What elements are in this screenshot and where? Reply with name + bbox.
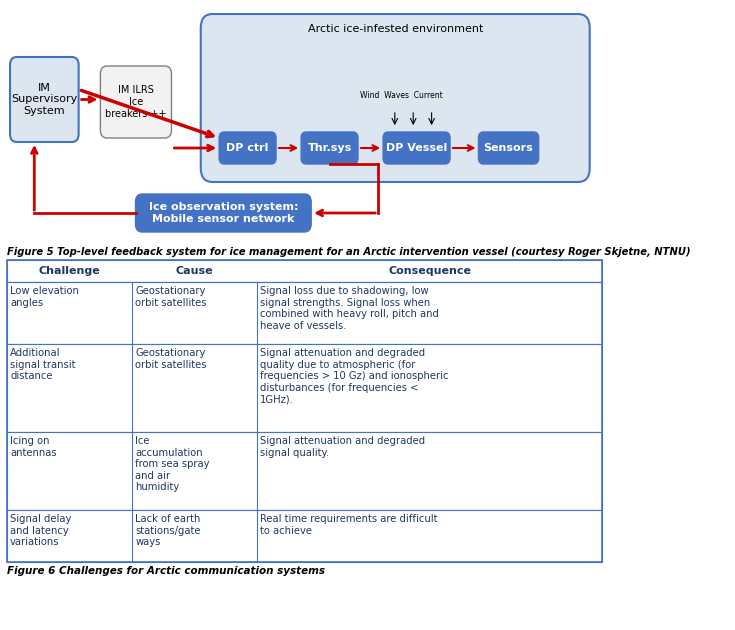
Text: Signal delay
and latency
variations: Signal delay and latency variations	[10, 514, 71, 547]
FancyBboxPatch shape	[478, 132, 539, 164]
Bar	[7, 510, 602, 562]
Bar	[7, 260, 602, 282]
Text: Signal attenuation and degraded
quality due to atmospheric (for
frequencies > 10: Signal attenuation and degraded quality …	[260, 348, 448, 404]
Bar	[7, 282, 602, 344]
FancyBboxPatch shape	[101, 66, 171, 138]
FancyBboxPatch shape	[10, 57, 79, 142]
Text: Icing on
antennas: Icing on antennas	[10, 436, 57, 457]
FancyBboxPatch shape	[383, 132, 450, 164]
Text: DP Vessel: DP Vessel	[386, 143, 447, 153]
Bar	[7, 344, 602, 432]
Text: Thr.sys: Thr.sys	[307, 143, 351, 153]
Text: Cause: Cause	[176, 266, 213, 276]
Text: Real time requirements are difficult
to achieve: Real time requirements are difficult to …	[260, 514, 437, 536]
FancyBboxPatch shape	[201, 14, 589, 182]
Text: Ice observation system:
Mobile sensor network: Ice observation system: Mobile sensor ne…	[148, 202, 298, 224]
FancyBboxPatch shape	[135, 194, 311, 232]
FancyBboxPatch shape	[219, 132, 276, 164]
Text: Figure 5 Top-level feedback system for ice management for an Arctic intervention: Figure 5 Top-level feedback system for i…	[7, 247, 690, 257]
Bar	[7, 432, 602, 510]
Text: IM
Supervisory
System: IM Supervisory System	[11, 83, 77, 116]
FancyBboxPatch shape	[301, 132, 358, 164]
Text: Ice
accumulation
from sea spray
and air
humidity: Ice accumulation from sea spray and air …	[135, 436, 209, 493]
Text: Wind  Waves  Current: Wind Waves Current	[360, 91, 443, 100]
Text: Figure 6 Challenges for Arctic communication systems: Figure 6 Challenges for Arctic communica…	[7, 566, 325, 576]
Text: IM ILRS
Ice
breakers ++: IM ILRS Ice breakers ++	[105, 86, 167, 118]
Text: Sensors: Sensors	[484, 143, 534, 153]
Text: Geostationary
orbit satellites: Geostationary orbit satellites	[135, 348, 207, 370]
Text: Consequence: Consequence	[388, 266, 471, 276]
Text: Challenge: Challenge	[38, 266, 100, 276]
Text: DP ctrl: DP ctrl	[226, 143, 269, 153]
Text: Signal attenuation and degraded
signal quality.: Signal attenuation and degraded signal q…	[260, 436, 426, 457]
Text: Geostationary
orbit satellites: Geostationary orbit satellites	[135, 286, 207, 307]
Text: Additional
signal transit
distance: Additional signal transit distance	[10, 348, 76, 381]
Text: Arctic ice-infested environment: Arctic ice-infested environment	[307, 24, 483, 34]
Text: Lack of earth
stations/gate
ways: Lack of earth stations/gate ways	[135, 514, 201, 547]
Text: Low elevation
angles: Low elevation angles	[10, 286, 79, 307]
Bar	[7, 260, 602, 562]
Text: Signal loss due to shadowing, low
signal strengths. Signal loss when
combined wi: Signal loss due to shadowing, low signal…	[260, 286, 439, 331]
